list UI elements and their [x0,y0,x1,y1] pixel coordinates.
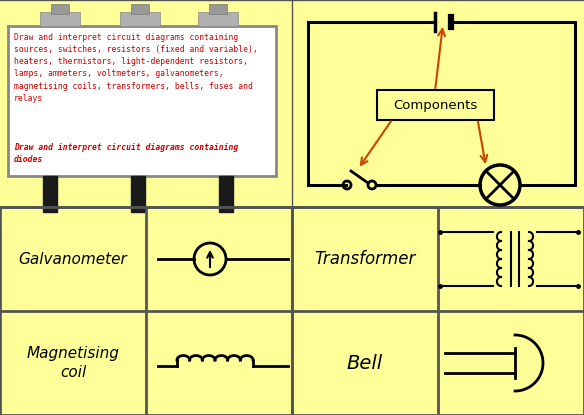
Bar [120,12,160,26]
Bar [0,207,292,415]
Bar [51,4,69,14]
Bar [116,26,143,176]
Text: Components: Components [393,98,477,112]
Text: Transformer: Transformer [314,250,416,268]
Bar [8,26,35,176]
Bar [219,176,233,212]
Bar [62,26,89,176]
Bar [131,4,149,14]
FancyBboxPatch shape [377,90,493,120]
Bar [170,26,197,176]
Text: Draw and interpret circuit diagrams containing
sources, switches, resistors (fix: Draw and interpret circuit diagrams cont… [14,33,258,103]
Text: Magnetising
coil: Magnetising coil [26,346,120,380]
Bar [198,12,238,26]
Bar [8,26,276,176]
Bar [43,176,57,212]
Text: Galvanometer: Galvanometer [19,251,127,266]
Text: Draw and interpret circuit diagrams containing
diodes: Draw and interpret circuit diagrams cont… [14,143,238,164]
Bar [224,26,251,176]
Bar [209,4,227,14]
Text: Bell: Bell [347,354,383,373]
Bar [292,207,584,415]
Bar [131,176,145,212]
Bar [40,12,80,26]
